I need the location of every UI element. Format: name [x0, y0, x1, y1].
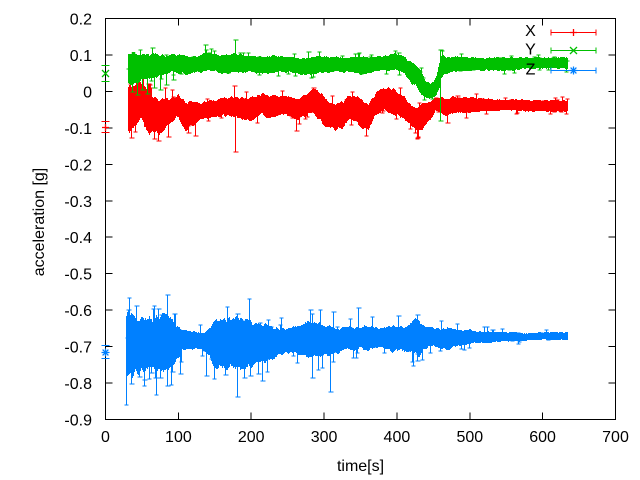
svg-text:-0.8: -0.8: [64, 376, 92, 393]
svg-text:-0.4: -0.4: [64, 230, 92, 247]
svg-text:700: 700: [602, 429, 629, 446]
svg-text:0: 0: [83, 84, 92, 101]
svg-text:600: 600: [529, 429, 556, 446]
svg-text:-0.3: -0.3: [64, 194, 92, 211]
svg-text:-0.9: -0.9: [64, 413, 92, 430]
svg-text:Y: Y: [525, 42, 536, 59]
svg-text:-0.5: -0.5: [64, 267, 92, 284]
svg-text:Z: Z: [526, 62, 536, 79]
svg-text:-0.6: -0.6: [64, 303, 92, 320]
svg-text:0.1: 0.1: [70, 48, 92, 65]
svg-text:300: 300: [311, 429, 338, 446]
svg-text:-0.1: -0.1: [64, 121, 92, 138]
svg-text:500: 500: [456, 429, 483, 446]
svg-text:time[s]: time[s]: [337, 458, 384, 475]
svg-text:acceleration [g]: acceleration [g]: [31, 168, 48, 277]
svg-text:100: 100: [165, 429, 192, 446]
svg-text:-0.7: -0.7: [64, 340, 92, 357]
svg-text:X: X: [525, 23, 536, 40]
svg-text:-0.2: -0.2: [64, 157, 92, 174]
svg-text:200: 200: [238, 429, 265, 446]
svg-text:400: 400: [384, 429, 411, 446]
svg-text:0: 0: [101, 429, 110, 446]
svg-text:0.2: 0.2: [70, 12, 92, 29]
